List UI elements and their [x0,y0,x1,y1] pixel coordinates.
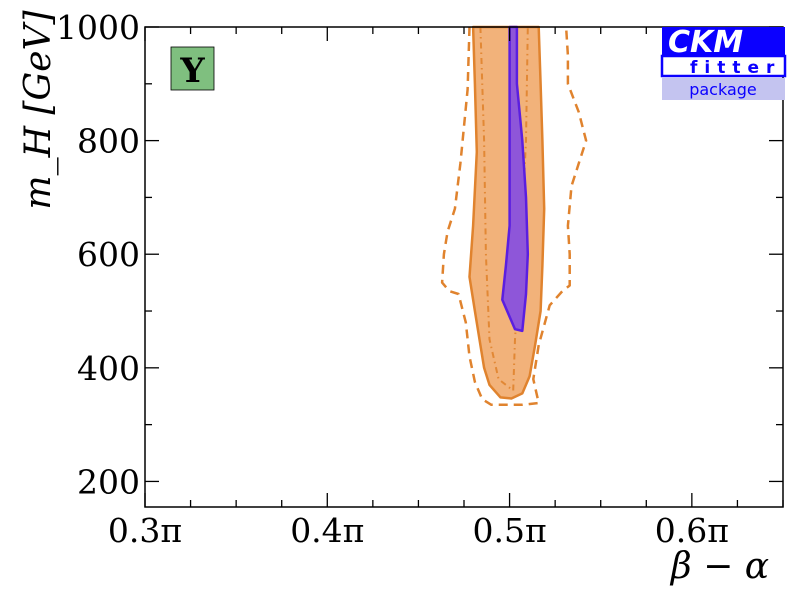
tick-labels: 0.3π 0.4π 0.5π 0.6π 200 400 600 800 1000 [56,8,729,550]
ticks-layer [144,26,784,507]
x-axis-title: β − α [669,546,769,587]
ckmfitter-logo: CKM fitter package [660,25,787,100]
y-tick-label: 600 [77,235,140,274]
y-tick-label: 200 [77,462,140,501]
logo-fitter-text: fitter [690,58,781,78]
contour-orange-dashed [440,26,588,407]
contour-purple [501,25,530,333]
x-tick-label: 0.4π [290,511,364,550]
tag-badge: Y [170,46,215,91]
regions-layer [440,25,588,407]
contour-orange-solid [468,25,546,400]
x-tick-label: 0.3π [108,511,182,550]
x-tick-label: 0.6π [655,511,729,550]
y-tick-label: 400 [77,349,140,388]
tag-label: Y [179,51,205,91]
x-tick-label: 0.5π [472,511,546,550]
y-tick-label: 800 [77,122,140,161]
y-axis-title: m_H [GeV] [18,9,59,209]
logo-ckm-text: CKM [668,25,743,60]
logo-package-text: package [689,80,757,99]
y-tick-label: 1000 [56,8,140,47]
